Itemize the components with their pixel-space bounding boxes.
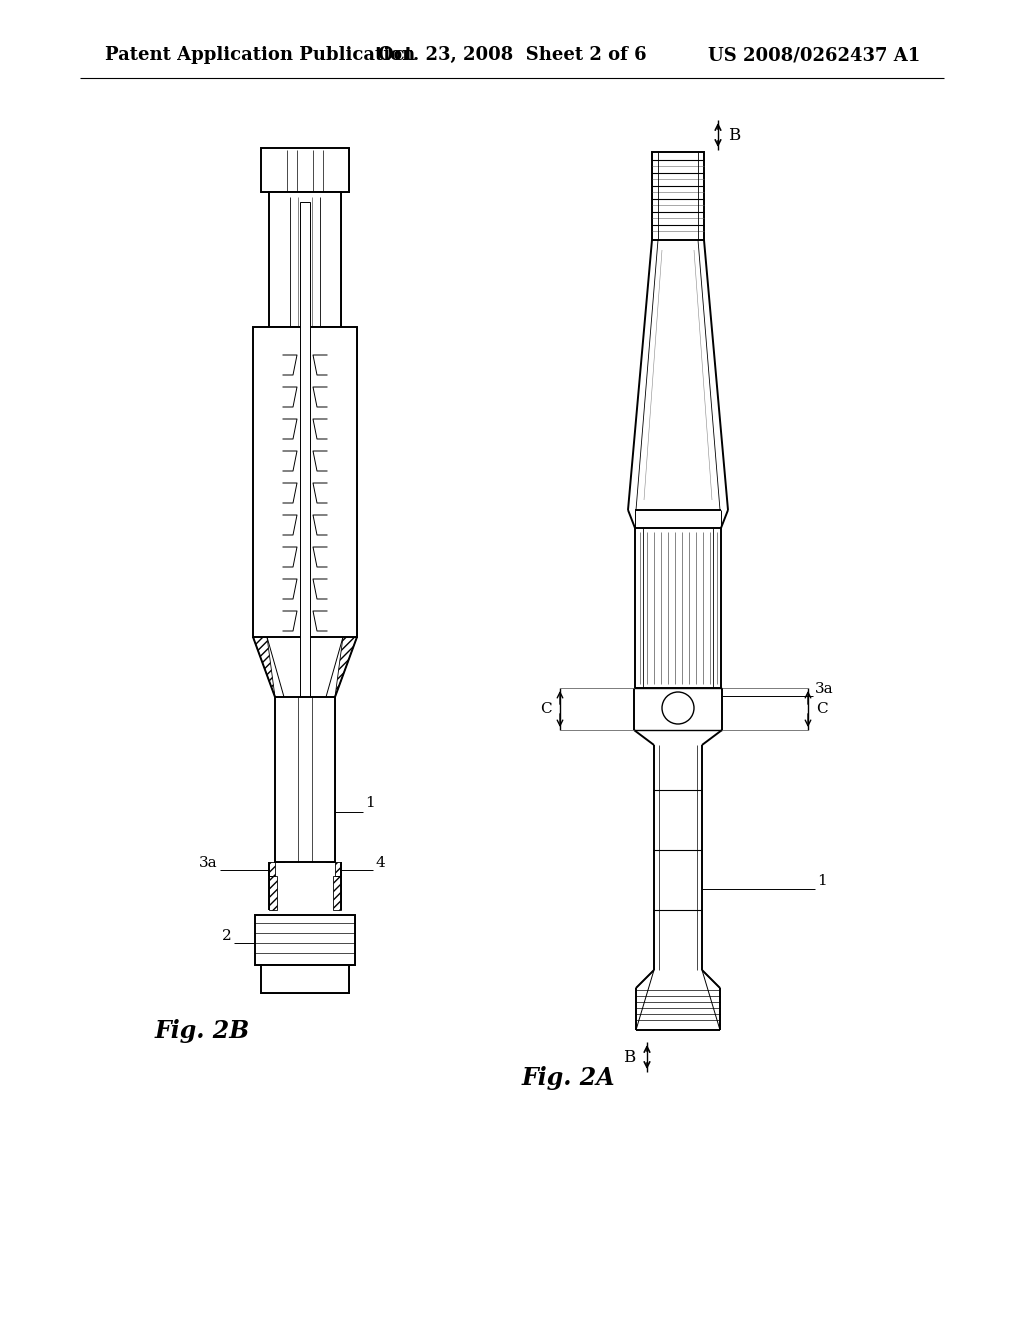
Bar xyxy=(275,697,284,862)
Text: 3a: 3a xyxy=(200,855,218,870)
Bar xyxy=(330,191,341,327)
Circle shape xyxy=(662,692,694,723)
Bar xyxy=(253,327,267,638)
Bar xyxy=(319,348,327,638)
Polygon shape xyxy=(702,970,720,1030)
Bar xyxy=(261,148,271,191)
Text: 4: 4 xyxy=(375,855,385,870)
Text: 1: 1 xyxy=(817,874,826,888)
Text: Fig. 2B: Fig. 2B xyxy=(155,1019,250,1043)
Bar xyxy=(255,915,355,965)
Text: 3a: 3a xyxy=(815,682,834,696)
Polygon shape xyxy=(269,862,275,876)
Bar xyxy=(283,348,291,638)
Bar xyxy=(261,965,349,993)
Bar xyxy=(300,202,310,857)
Bar xyxy=(275,697,335,862)
Text: B: B xyxy=(623,1048,635,1065)
Bar xyxy=(253,327,357,638)
Text: C: C xyxy=(816,702,827,715)
Text: C: C xyxy=(541,702,552,715)
Text: B: B xyxy=(728,127,740,144)
Bar xyxy=(293,158,317,191)
Bar xyxy=(269,191,280,327)
Polygon shape xyxy=(636,970,654,1030)
Polygon shape xyxy=(335,638,357,697)
Bar xyxy=(269,191,341,327)
Bar xyxy=(326,697,335,862)
Text: Oct. 23, 2008  Sheet 2 of 6: Oct. 23, 2008 Sheet 2 of 6 xyxy=(378,46,646,63)
Bar xyxy=(261,148,349,158)
Text: 2: 2 xyxy=(222,929,232,942)
Bar xyxy=(652,152,705,240)
Bar xyxy=(341,327,357,348)
Bar xyxy=(339,148,349,191)
Bar xyxy=(261,965,349,993)
Bar xyxy=(253,327,269,348)
Polygon shape xyxy=(333,876,341,909)
Text: Patent Application Publication: Patent Application Publication xyxy=(105,46,416,63)
Text: Fig. 2A: Fig. 2A xyxy=(522,1067,615,1090)
Bar xyxy=(343,327,357,638)
Polygon shape xyxy=(253,638,275,697)
Text: US 2008/0262437 A1: US 2008/0262437 A1 xyxy=(708,46,920,63)
Polygon shape xyxy=(335,862,341,876)
Text: 1: 1 xyxy=(365,796,375,810)
Polygon shape xyxy=(269,876,278,909)
Bar xyxy=(255,915,355,965)
Bar xyxy=(261,148,349,191)
